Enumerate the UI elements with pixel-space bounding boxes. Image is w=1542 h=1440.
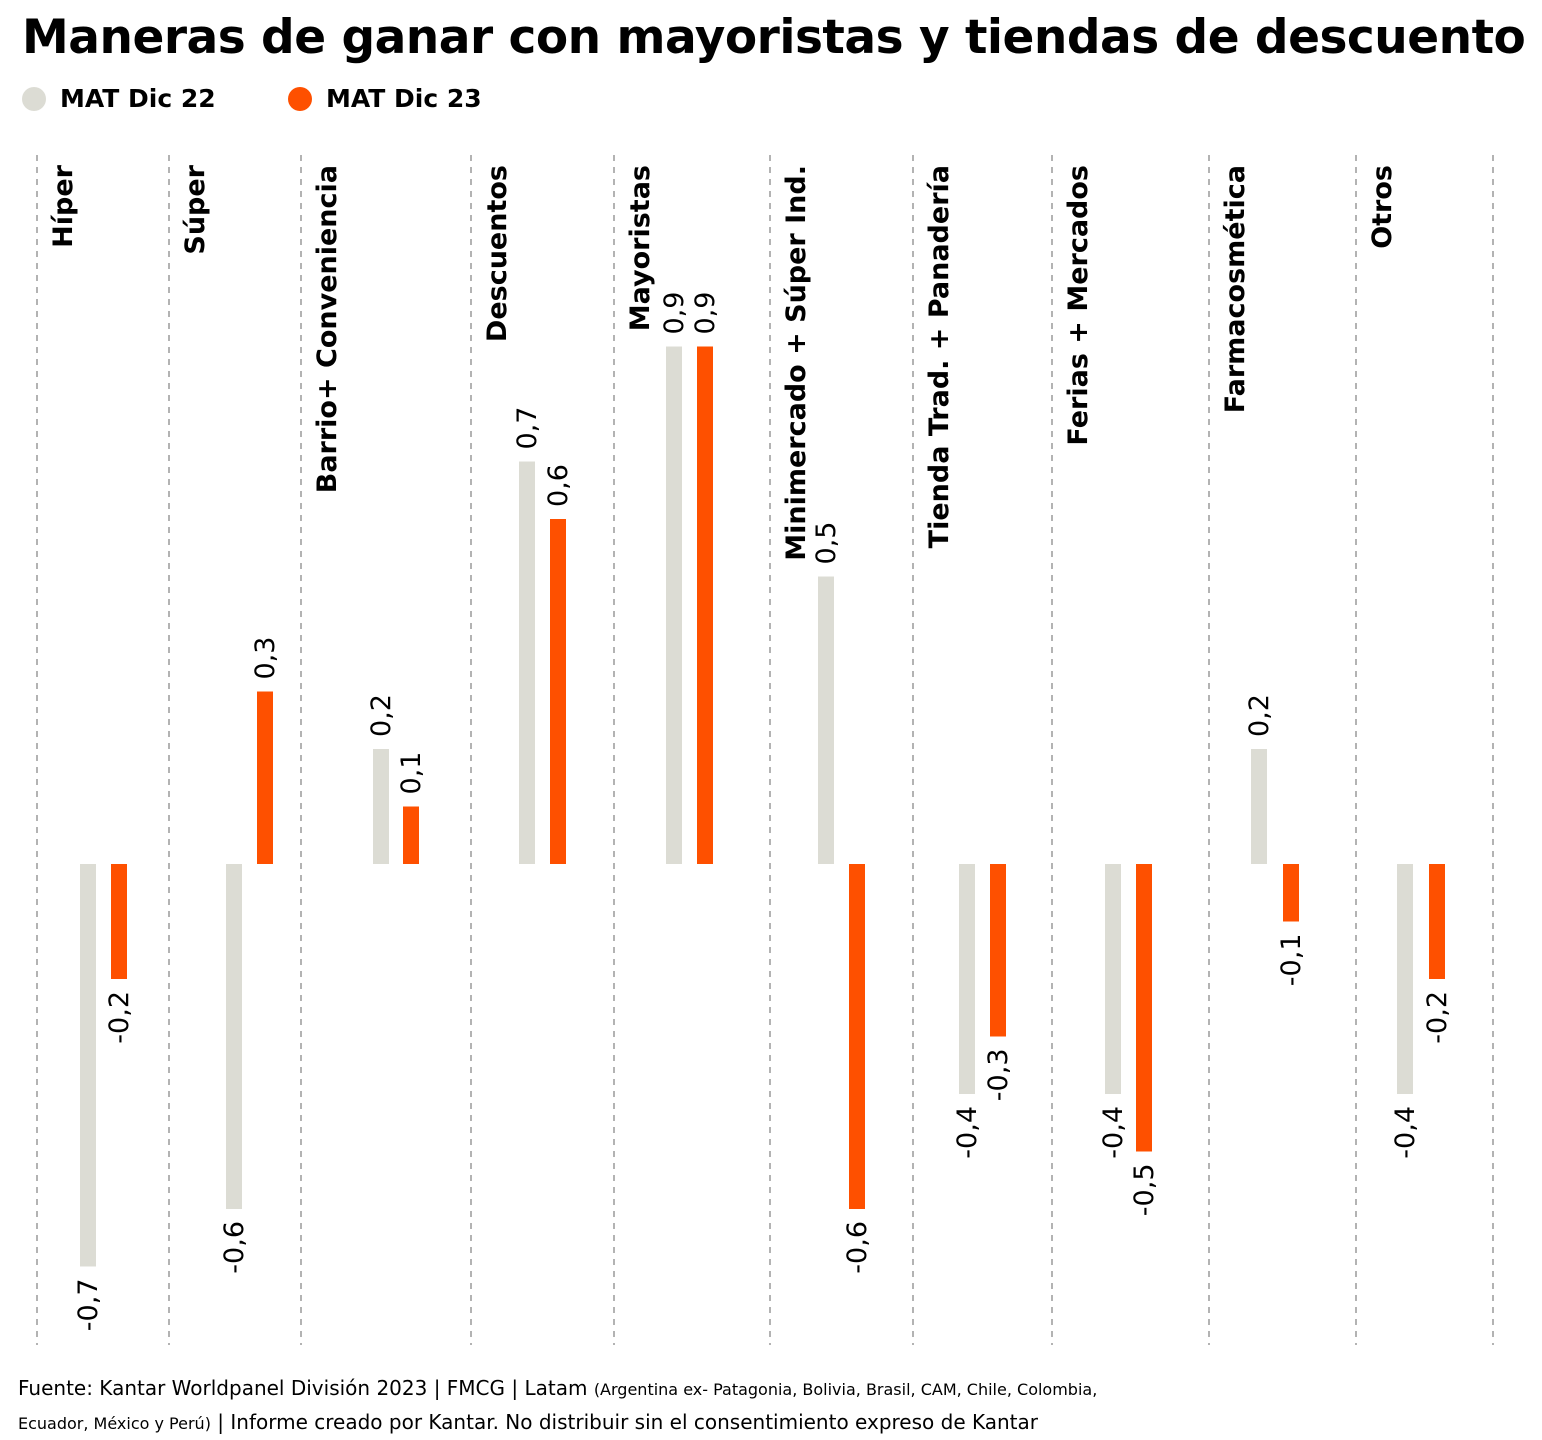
data-label: -0,2: [104, 991, 135, 1044]
data-label: 0,1: [396, 752, 427, 795]
bar: [257, 691, 273, 864]
data-label: -0,3: [983, 1049, 1014, 1102]
category-label: Otros: [1367, 165, 1398, 249]
data-label: 0,7: [512, 407, 543, 450]
chart-title: Maneras de ganar con mayoristas y tienda…: [22, 10, 1526, 65]
legend-item-mat-dic-23: MAT Dic 23: [288, 84, 482, 113]
bar: [1105, 864, 1121, 1094]
data-label: -0,4: [1098, 1106, 1129, 1159]
bar: [373, 749, 389, 864]
bar: [666, 346, 682, 864]
bar: [1429, 864, 1445, 979]
bar: [80, 864, 96, 1267]
legend-swatch-gray: [22, 86, 46, 111]
data-label: -0,4: [952, 1106, 983, 1159]
category-label: Descuentos: [482, 165, 513, 342]
data-label: -0,7: [73, 1279, 104, 1332]
data-label: 0,3: [250, 637, 281, 680]
bar: [990, 864, 1006, 1037]
category-label: Barrio+ Conveniencia: [312, 165, 343, 493]
data-label: 0,2: [1244, 694, 1275, 737]
data-label: 0,9: [659, 292, 690, 335]
bar: [1397, 864, 1413, 1094]
footer-source: Fuente: Kantar Worldpanel División 2023 …: [18, 1372, 1518, 1440]
data-label: 0,5: [811, 522, 842, 565]
bar: [1251, 749, 1267, 864]
footer-countries-a: (Argentina ex- Patagonia, Bolivia, Brasi…: [593, 1380, 1098, 1399]
data-label: 0,2: [366, 694, 397, 737]
data-label: -0,5: [1129, 1164, 1160, 1217]
bar: [111, 864, 127, 979]
data-label: -0,1: [1276, 934, 1307, 987]
footer-countries-b: Ecuador, México y Perú): [18, 1414, 211, 1433]
legend-label: MAT Dic 23: [326, 84, 482, 113]
data-label: -0,6: [219, 1221, 250, 1274]
bar: [403, 806, 419, 864]
bar: [959, 864, 975, 1094]
data-label: -0,2: [1422, 991, 1453, 1044]
bar: [519, 461, 535, 864]
bar: [1283, 864, 1299, 922]
legend-item-mat-dic-22: MAT Dic 22: [22, 84, 216, 113]
data-label: -0,6: [842, 1221, 873, 1274]
bar: [818, 576, 834, 864]
data-label: -0,4: [1390, 1106, 1421, 1159]
bar: [849, 864, 865, 1209]
bar: [1136, 864, 1152, 1152]
data-label: 0,6: [543, 464, 574, 507]
category-label: Híper: [48, 164, 79, 247]
bar: [697, 346, 713, 864]
footer-rest: | Informe creado por Kantar. No distribu…: [217, 1410, 1038, 1434]
legend-swatch-orange: [288, 86, 312, 111]
footer-main: Fuente: Kantar Worldpanel División 2023 …: [18, 1376, 588, 1400]
category-label: Minimercado + Súper Ind.: [781, 165, 812, 561]
category-label: Farmacosmética: [1220, 165, 1251, 413]
bar: [550, 519, 566, 864]
category-label: Mayoristas: [625, 165, 656, 331]
category-label: Ferias + Mercados: [1063, 165, 1094, 446]
bar-chart: Híper Súper Barrio+ Conveniencia Descuentos…: [36, 155, 1494, 1345]
category-label: Tienda Trad. + Panadería: [924, 165, 955, 548]
category-label: Súper: [180, 164, 211, 254]
bar: [226, 864, 242, 1209]
legend-label: MAT Dic 22: [60, 84, 216, 113]
data-label: 0,9: [690, 292, 721, 335]
